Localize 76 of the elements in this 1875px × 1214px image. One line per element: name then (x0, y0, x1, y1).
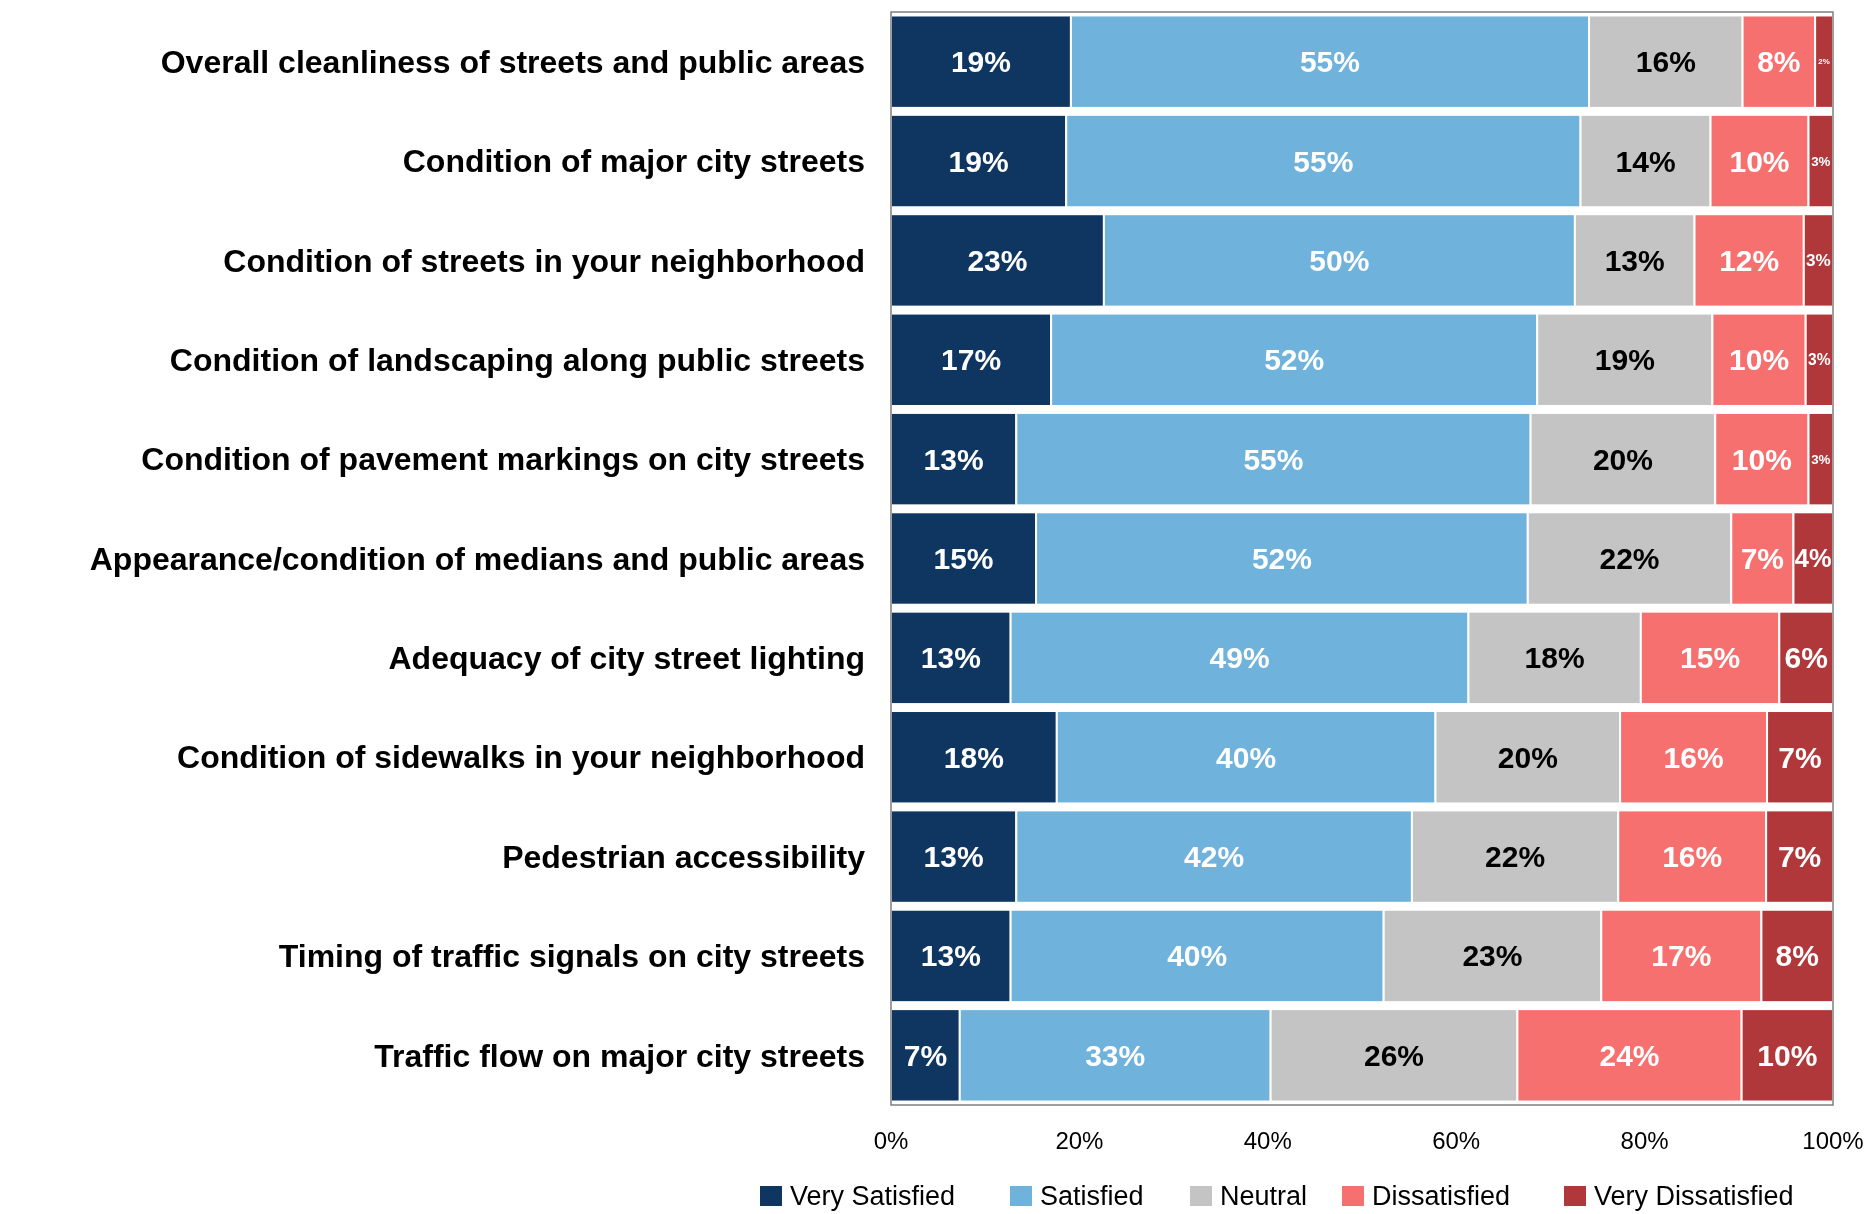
y-tick-label: Condition of major city streets (402, 143, 865, 180)
data-label: 10% (1729, 343, 1790, 377)
data-label: 50% (1309, 243, 1370, 277)
data-label: 15% (933, 542, 994, 575)
data-label: 10% (1731, 442, 1792, 476)
data-label: 16% (1662, 840, 1723, 874)
y-tick-label: Condition of streets in your neighborhood (223, 242, 865, 279)
y-tick-label: Traffic flow on major city streets (374, 1037, 865, 1074)
data-label: 12% (1719, 243, 1780, 277)
data-label: 4% (1794, 544, 1832, 573)
data-label: 55% (1293, 144, 1354, 178)
data-label: 16% (1663, 740, 1724, 774)
x-tick-label: 100% (1802, 1127, 1864, 1154)
data-label: 17% (941, 343, 1002, 377)
data-label: 18% (943, 740, 1004, 774)
data-label: 14% (1615, 144, 1676, 178)
data-label: 23% (1462, 939, 1523, 973)
x-tick-label: 20% (1055, 1127, 1104, 1154)
data-label: 3% (1811, 153, 1831, 169)
data-label: 13% (923, 442, 984, 476)
data-label: 7% (1777, 840, 1822, 874)
data-label: 55% (1299, 45, 1360, 79)
x-tick-label: 0% (873, 1127, 909, 1154)
data-label: 13% (920, 939, 981, 973)
data-label: 13% (920, 641, 981, 675)
data-label: 20% (1592, 442, 1653, 476)
data-label: 7% (1740, 542, 1785, 575)
data-label: 10% (1757, 1038, 1818, 1072)
legend-label: Neutral (1220, 1181, 1308, 1212)
y-tick-label: Appearance/condition of medians and public areas (89, 540, 865, 577)
data-label: 19% (948, 144, 1009, 178)
data-label: 49% (1209, 641, 1270, 675)
x-tick-label: 40% (1243, 1127, 1292, 1154)
data-label: 22% (1485, 840, 1546, 874)
x-tick-label: 80% (1620, 1127, 1669, 1154)
x-tick-label: 60% (1432, 1127, 1481, 1154)
data-label: 19% (950, 45, 1011, 79)
data-label: 17% (1651, 939, 1712, 973)
text: Satisfied (1040, 1181, 1144, 1212)
legend-label: Very Satisfied (790, 1181, 956, 1212)
data-label: 16% (1635, 45, 1696, 79)
data-label: 7% (1778, 740, 1822, 774)
data-label: 33% (1085, 1038, 1146, 1072)
y-tick-label: Overall cleanliness of streets and public areas (160, 43, 865, 80)
legend-label: Very Dissatisfied (1594, 1181, 1794, 1212)
data-label: 26% (1364, 1038, 1425, 1072)
legend-label: Dissatisfied (1372, 1181, 1511, 1212)
data-label: 3% (1806, 251, 1831, 271)
data-label: 8% (1775, 939, 1819, 973)
y-tick-label: Condition of landscaping along public streets (169, 341, 865, 378)
y-tick-label: Condition of pavement markings on city streets (141, 441, 865, 478)
data-label: 10% (1729, 144, 1790, 178)
data-label: 20% (1497, 740, 1558, 774)
data-label: 7% (903, 1038, 948, 1072)
data-label: 13% (923, 840, 984, 874)
data-label: 18% (1524, 641, 1585, 675)
data-label: 24% (1599, 1038, 1660, 1072)
data-label: 42% (1184, 840, 1245, 874)
data-label: 3% (1808, 351, 1831, 369)
data-label: 52% (1251, 542, 1312, 575)
data-label: 40% (1167, 939, 1228, 973)
data-label: 6% (1784, 641, 1828, 675)
data-label: 52% (1264, 343, 1325, 377)
data-label: 55% (1243, 442, 1304, 476)
y-tick-label: Adequacy of city street lighting (388, 640, 865, 677)
data-label: 13% (1604, 243, 1665, 277)
y-tick-label: Pedestrian accessibility (502, 838, 866, 875)
data-label: 3% (1811, 451, 1831, 467)
data-label: 22% (1599, 542, 1660, 575)
data-label: 8% (1757, 45, 1801, 79)
y-tick-label: Condition of sidewalks in your neighborhood (177, 739, 865, 776)
y-tick-label: Timing of traffic signals on city streets (278, 938, 865, 975)
data-label: 40% (1216, 740, 1277, 774)
data-label: 15% (1680, 641, 1741, 675)
data-label: 23% (967, 243, 1028, 277)
data-label: 19% (1594, 343, 1655, 377)
